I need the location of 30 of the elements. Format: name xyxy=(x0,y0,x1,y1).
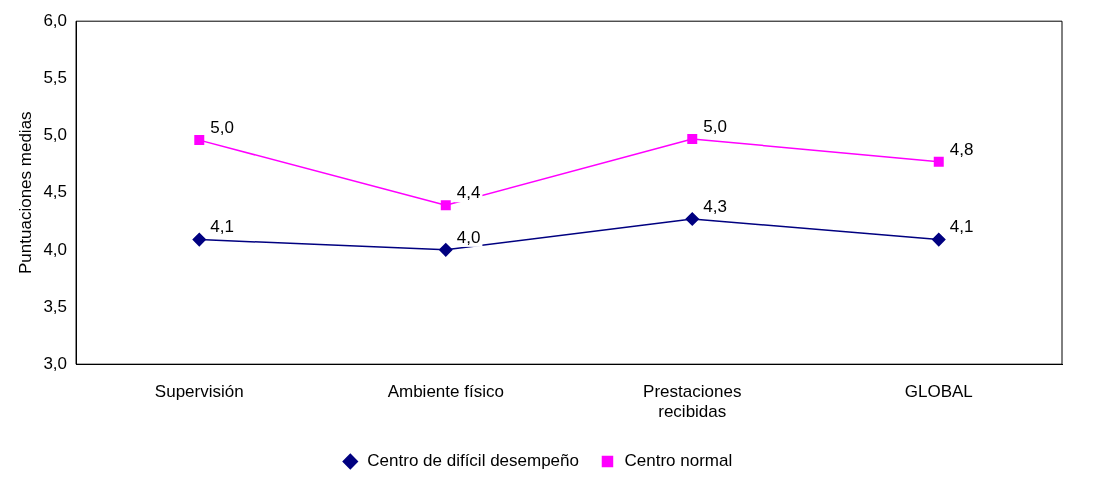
point xyxy=(933,156,944,167)
x-tick-label: Ambiente físico xyxy=(387,382,504,402)
y-tick-label: 4,0 xyxy=(43,239,68,259)
y-tick-label: 3,5 xyxy=(43,296,68,316)
point xyxy=(192,232,207,247)
data-label: 4,3 xyxy=(703,196,727,216)
point xyxy=(685,212,700,226)
y-tick-label: 4,5 xyxy=(43,182,68,202)
point xyxy=(439,243,453,257)
y-tick-label: 5,0 xyxy=(43,125,68,145)
data-label: 4,0 xyxy=(456,227,481,247)
x-tick-label: Supervisión xyxy=(154,382,244,402)
point xyxy=(194,135,205,146)
data-label: 4,4 xyxy=(456,182,481,202)
point xyxy=(932,232,946,247)
x-tick-label: GLOBAL xyxy=(904,382,973,402)
data-label: 5,0 xyxy=(703,116,727,136)
data-label: 5,0 xyxy=(210,117,234,137)
legend-label: Centro de difícil desempeño xyxy=(367,451,579,471)
legend-label: Centro normal xyxy=(624,451,733,471)
data-label: 4,1 xyxy=(210,217,234,237)
y-tick-label: 6,0 xyxy=(43,10,68,30)
x-tick-label: Prestaciones recibidas xyxy=(643,382,742,422)
y-tick-label: 5,5 xyxy=(43,68,68,88)
y-tick-label: 3,0 xyxy=(43,353,68,373)
point xyxy=(440,200,451,211)
y-axis-title: Puntuaciones medias xyxy=(15,111,35,274)
data-label: 4,1 xyxy=(949,217,974,237)
point xyxy=(687,133,698,144)
data-label: 4,8 xyxy=(949,139,974,159)
